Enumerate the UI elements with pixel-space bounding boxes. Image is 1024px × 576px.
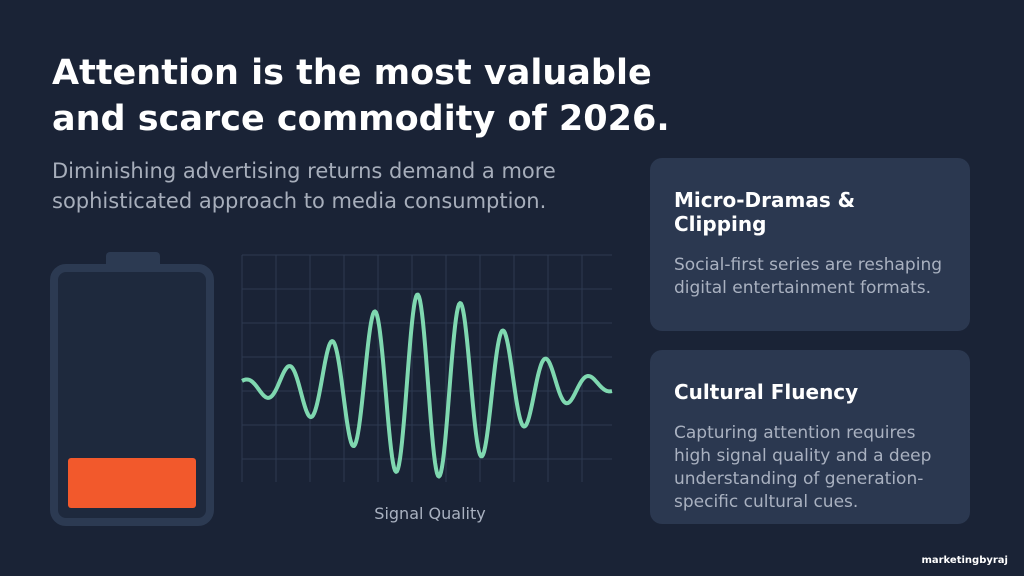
card-heading: Cultural Fluency — [674, 380, 859, 404]
subtitle-line: Diminishing advertising returns demand a… — [52, 159, 556, 183]
signal-grid — [241, 254, 612, 482]
title-line: Attention is the most valuable — [52, 53, 652, 93]
card-body: Social-first series are reshaping digita… — [674, 255, 943, 298]
subtitle-line: sophisticated approach to media consumpt… — [52, 189, 547, 213]
signal-label: Signal Quality — [374, 504, 485, 523]
title-line: and scarce commodity of 2026. — [52, 99, 670, 139]
card: Micro-Dramas & Clipping Social-first ser… — [650, 158, 970, 331]
card-body: Capturing attention requires high signal… — [674, 423, 932, 512]
brand-logo: marketingbyraj — [921, 555, 1008, 566]
subtitle: Diminishing advertising returns demand a… — [52, 156, 556, 216]
card: Cultural Fluency Capturing attention req… — [650, 350, 970, 524]
title: Attention is the most valuable and scarc… — [52, 50, 670, 142]
signal-wave — [241, 292, 613, 479]
card-heading: Micro-Dramas & Clipping — [674, 188, 856, 236]
battery-level — [68, 458, 196, 508]
